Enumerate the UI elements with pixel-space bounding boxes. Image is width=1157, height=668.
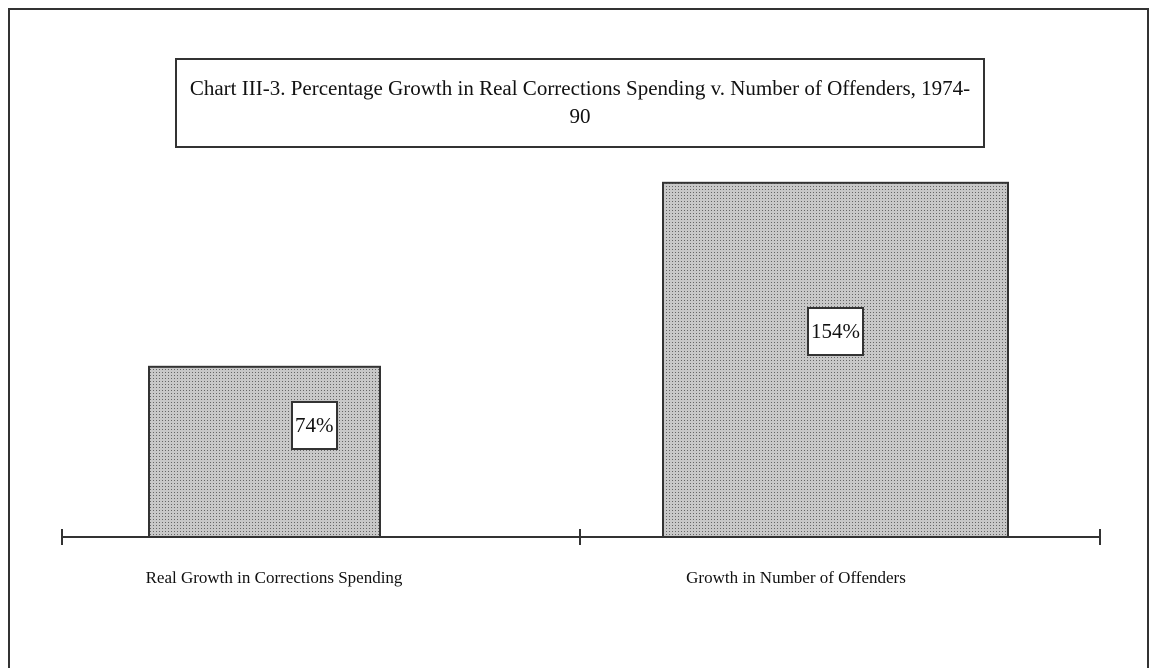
x-tick-label: Real Growth in Corrections Spending — [145, 568, 403, 587]
x-tick-label: Growth in Number of Offenders — [686, 568, 906, 587]
chart-title: Chart III-3. Percentage Growth in Real C… — [175, 58, 985, 148]
value-label: 154% — [807, 306, 864, 356]
value-label: 74% — [291, 400, 338, 450]
chart-frame — [8, 8, 1149, 668]
bar — [662, 181, 1009, 539]
bar — [148, 365, 381, 538]
